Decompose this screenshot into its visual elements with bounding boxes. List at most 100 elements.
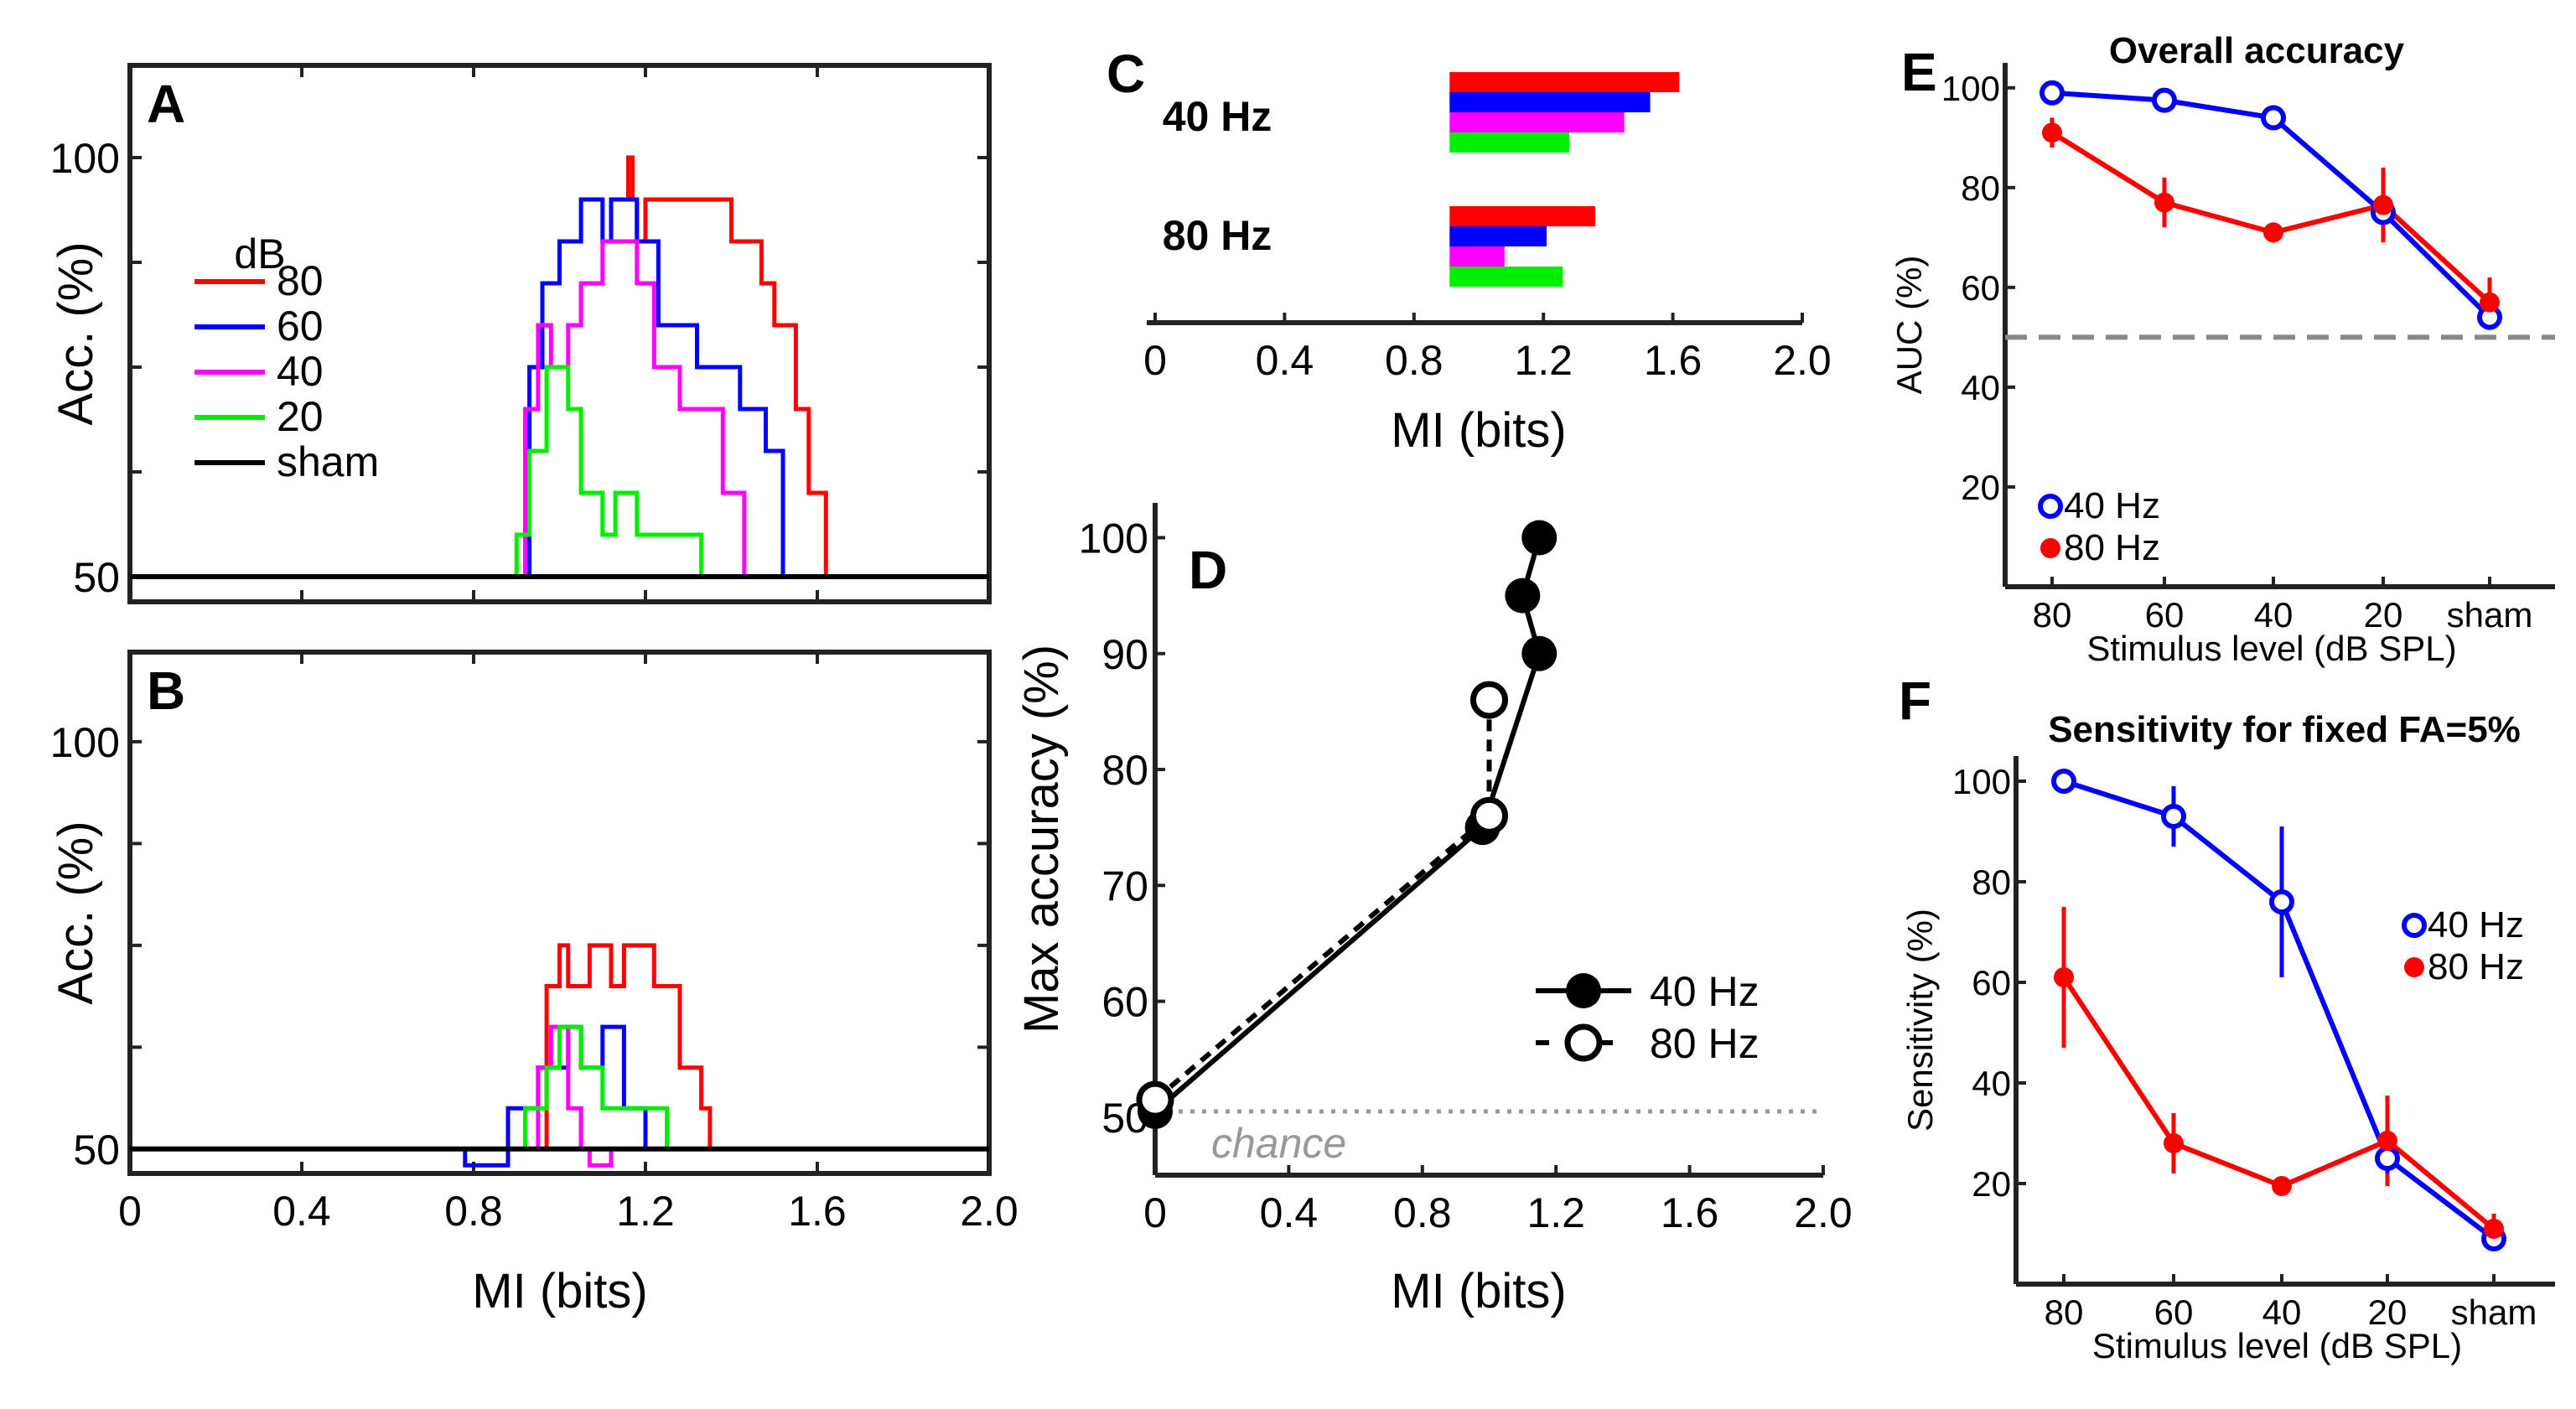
panel-A-frame [127,63,992,604]
y-tick-label: 20 [1961,468,2000,507]
y-tick-label: 60 [1961,268,2000,308]
legend-entry: sham [277,438,379,485]
legend-entry: 20 [277,393,324,440]
x-tick-label: 1.6 [788,1188,847,1235]
point-80Hz [1470,796,1508,835]
point-40Hz [2040,80,2065,106]
panel-label: D [1189,540,1227,600]
category-label: 80 Hz [1163,212,1272,259]
x-tick-label: 20 [2364,595,2403,635]
x-tick-label: 0 [1143,1189,1167,1236]
legend-entry: 40 Hz [2064,485,2160,526]
x-tick-label: 80 [2033,595,2072,635]
y-tick-label: 60 [1101,979,1148,1026]
x-tick-label: 1.2 [1526,1189,1585,1236]
series-80Hz-line [1153,700,1492,1102]
point-40Hz [2261,105,2286,131]
series-80Hz-line [2050,130,2492,304]
point-40Hz [2152,87,2177,113]
series-60-line [463,1024,648,1168]
series-60-line [527,197,785,577]
legend-marker [1564,1023,1603,1062]
x-tick-label: 0.8 [444,1188,503,1235]
series-20-line [523,1024,670,1149]
legend-entry: 80 [277,257,324,304]
point-80Hz [2373,194,2393,215]
y-tick-label: 60 [1972,963,2011,1002]
y-tick-label: 80 [1961,168,2000,208]
x-tick-label: 0.4 [1260,1189,1319,1236]
legend-entry: 80 Hz [1650,1020,1760,1067]
point-40Hz [2051,769,2076,794]
x-tick-label: 40 [2254,595,2294,635]
y-tick-label: 100 [1079,515,1148,562]
y-axis-label: Acc. (%) [49,241,103,425]
y-tick-label: 80 [1972,862,2011,902]
series-80-line [544,943,713,1149]
y-tick-label: 50 [73,1127,120,1173]
point-80Hz [2054,967,2074,987]
point-80Hz [2480,292,2500,313]
legend-marker [1566,973,1601,1008]
point-80Hz [2154,192,2174,213]
x-axis-label: Stimulus level (dB SPL) [2086,629,2456,668]
x-tick-label: 2.0 [960,1188,1018,1235]
x-tick-label: sham [2451,1292,2537,1332]
point-40Hz [1521,635,1558,671]
panel-label: B [147,660,185,721]
point-80Hz [2042,122,2062,143]
x-axis-label: Stimulus level (dB SPL) [2092,1326,2462,1365]
x-tick-label: 0 [1143,337,1167,384]
point-40Hz [2161,804,2186,829]
point-40Hz [1505,578,1541,614]
x-tick-label: 20 [2368,1292,2408,1332]
y-tick-label: 100 [1952,762,2011,801]
x-tick-label: 1.6 [1661,1189,1719,1236]
point-80Hz [2377,1131,2397,1151]
y-tick-label: 90 [1101,631,1148,678]
legend-entry: 40 Hz [2428,904,2524,945]
point-80Hz [1470,681,1508,719]
y-axis-label: AUC (%) [1889,256,1929,395]
chart-title: Sensitivity for fixed FA=5% [2048,709,2521,750]
y-axis-label: Acc. (%) [49,821,103,1004]
x-tick-label: 0.8 [1385,337,1443,384]
point-80Hz [2272,1176,2292,1196]
y-tick-label: 100 [50,135,120,182]
legend-entry: 60 [277,303,324,350]
y-tick-label: 100 [50,719,120,766]
x-axis-label: MI (bits) [1391,1264,1566,1318]
legend-marker [2038,494,2063,519]
y-axis-label: Sensitivity (%) [1900,909,1940,1132]
chart-title: Overall accuracy [2109,30,2405,71]
x-tick-label: 2.0 [1773,337,1832,384]
y-tick-label: 40 [1961,368,2000,407]
x-axis-label: MI (bits) [472,1264,647,1318]
x-axis-label: MI (bits) [1391,403,1566,458]
y-tick-label: 100 [1941,69,2000,108]
legend-entry: 80 Hz [2064,527,2160,568]
point-40Hz [2269,889,2294,914]
x-tick-label: 1.6 [1644,337,1703,384]
y-axis-label: Max accuracy (%) [1014,645,1069,1033]
x-tick-label: 0.8 [1393,1189,1452,1236]
point-40Hz [2375,1146,2400,1171]
legend-entry: 40 Hz [1650,968,1760,1015]
panel-label: F [1899,671,1931,731]
y-tick-label: 20 [1972,1164,2011,1204]
x-tick-label: 60 [2145,595,2185,635]
legend-entry: 80 Hz [2428,946,2524,987]
x-tick-label: sham [2447,595,2533,635]
panel-label: E [1901,42,1937,102]
bar-60dB-40Hz [1449,92,1651,112]
series-40-line [523,239,747,577]
series-20-line [514,365,704,577]
x-tick-label: 0.4 [272,1188,331,1235]
legend-marker [2402,913,2427,938]
point-80Hz [2484,1219,2504,1239]
bar-20dB-80Hz [1449,267,1563,287]
bar-40dB-80Hz [1449,246,1505,267]
y-tick-label: 40 [1972,1064,2011,1103]
legend-marker [2404,957,2424,977]
